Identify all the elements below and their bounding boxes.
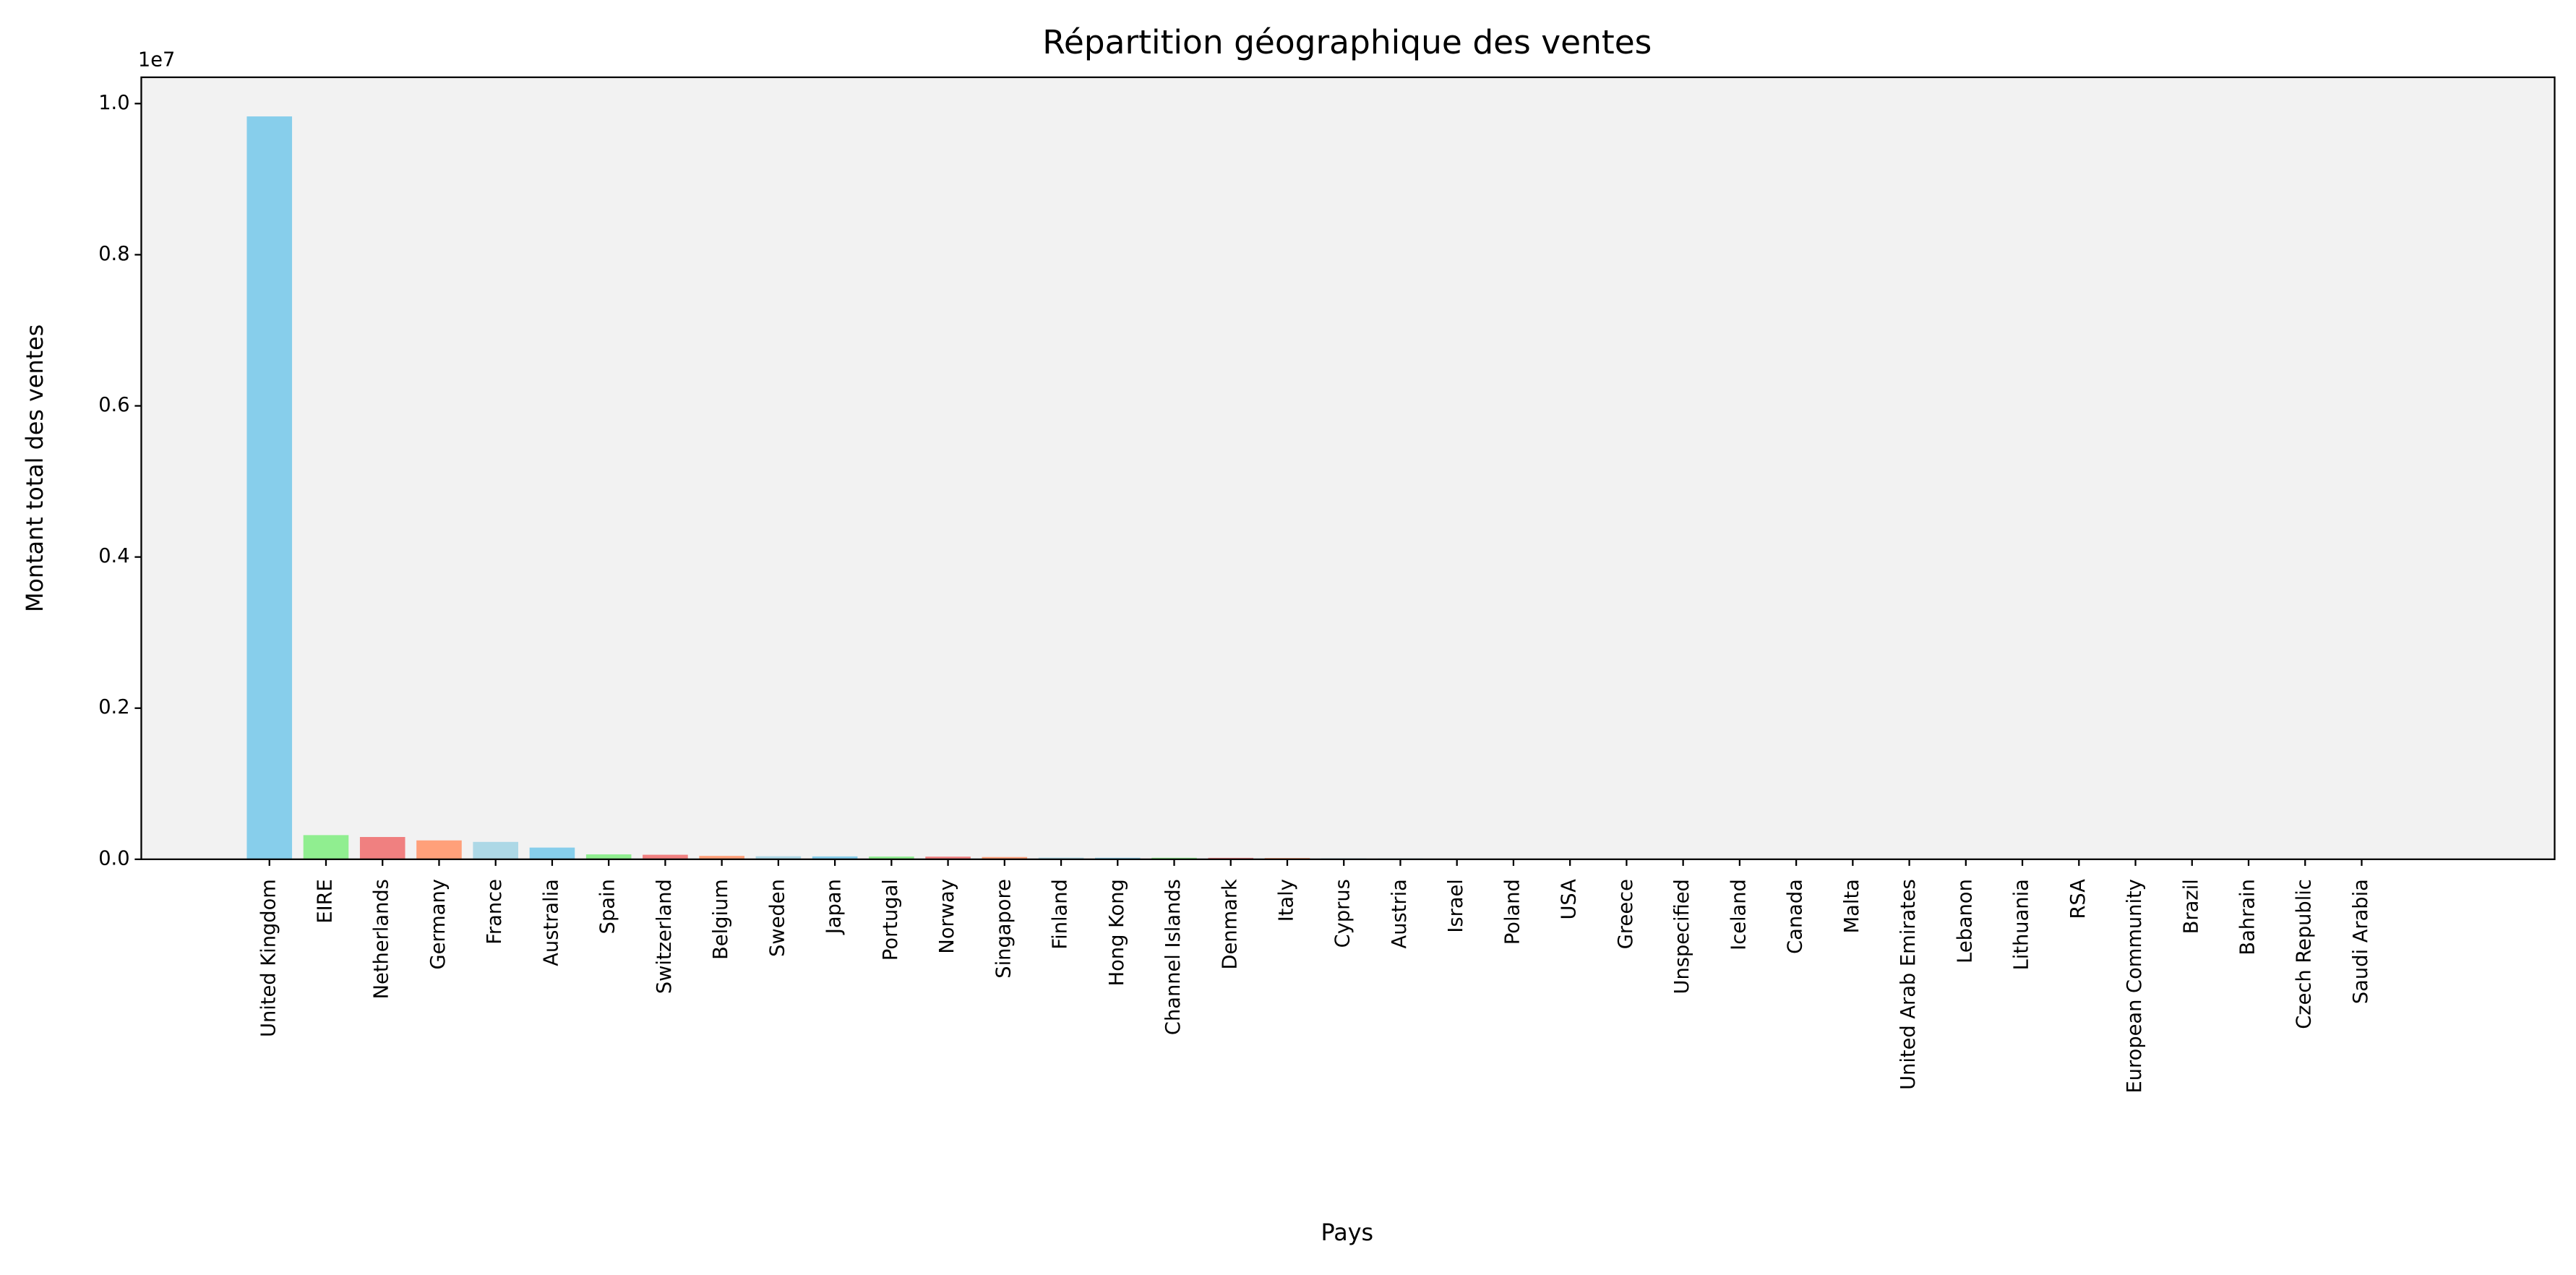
y-tick-label: 1.0 — [98, 92, 129, 114]
y-tick-label: 0.6 — [98, 394, 129, 416]
x-tick-label: Singapore — [992, 879, 1015, 979]
x-tick-label: United Kingdom — [257, 879, 280, 1037]
y-tick-label: 0.2 — [98, 696, 129, 718]
bar — [529, 847, 575, 859]
x-tick-label: Hong Kong — [1106, 879, 1128, 986]
x-tick-label: Greece — [1615, 879, 1637, 949]
y-offset-label: 1e7 — [138, 49, 175, 72]
x-tick-label: Malta — [1841, 879, 1863, 933]
x-tick-label: Germany — [427, 879, 450, 969]
x-tick-label: Netherlands — [371, 879, 393, 999]
x-tick-label: Iceland — [1727, 879, 1750, 950]
bar — [303, 835, 349, 859]
y-tick-label: 0.8 — [98, 243, 129, 265]
x-tick-label: Brazil — [2180, 879, 2202, 934]
x-tick-label: Israel — [1445, 879, 1467, 933]
x-tick-label: Finland — [1049, 879, 1072, 949]
y-tick-label: 0.4 — [98, 545, 129, 567]
x-tick-label: Bahrain — [2236, 879, 2259, 955]
y-axis-label: Montant total des ventes — [21, 325, 48, 612]
x-tick-label: Austria — [1388, 879, 1411, 948]
x-tick-label: RSA — [2067, 879, 2090, 919]
x-tick-label: Czech Republic — [2293, 879, 2316, 1029]
x-tick-label: Norway — [936, 879, 958, 953]
x-tick-label: United Arab Emirates — [1897, 879, 1920, 1090]
x-tick-label: Canada — [1785, 879, 1807, 954]
x-tick-label: Lebanon — [1954, 879, 1976, 963]
plot-area — [141, 77, 2555, 859]
x-tick-label: Belgium — [710, 879, 732, 960]
x-tick-label: Japan — [823, 879, 846, 935]
x-tick-label: Switzerland — [653, 879, 676, 994]
bar — [473, 841, 519, 859]
x-tick-label: Cyprus — [1332, 879, 1354, 948]
x-tick-label: EIRE — [314, 879, 337, 923]
x-tick-label: Lithuania — [2011, 879, 2033, 970]
bar — [982, 857, 1028, 859]
chart-title: Répartition géographique des ventes — [1042, 23, 1652, 61]
x-tick-label: Denmark — [1219, 879, 1241, 970]
x-tick-label: France — [484, 879, 506, 945]
axes-frame — [140, 76, 2556, 860]
bar — [699, 856, 744, 859]
x-tick-label: Portugal — [880, 879, 902, 961]
bar — [869, 857, 914, 859]
x-tick-label: Unspecified — [1671, 879, 1693, 994]
x-axis-label: Pays — [1321, 1219, 1373, 1246]
bar — [1038, 857, 1084, 859]
x-tick-label: Sweden — [766, 879, 789, 957]
y-tick-label: 0.0 — [98, 847, 129, 870]
x-tick-label: Italy — [1275, 879, 1297, 922]
bar — [359, 837, 405, 859]
x-tick-label: USA — [1558, 879, 1581, 920]
x-tick-label: Saudi Arabia — [2350, 879, 2372, 1004]
x-tick-label: Spain — [597, 879, 619, 934]
bar — [925, 857, 971, 859]
x-tick-label: Australia — [540, 879, 562, 966]
x-tick-label: Channel Islands — [1162, 879, 1185, 1035]
x-tick-label: European Community — [2124, 879, 2146, 1093]
bar — [643, 854, 688, 859]
bar — [585, 854, 632, 859]
bar — [416, 840, 462, 859]
bar — [246, 116, 293, 859]
bar — [755, 856, 802, 859]
x-tick-label: Poland — [1501, 879, 1524, 945]
bar — [812, 856, 858, 859]
